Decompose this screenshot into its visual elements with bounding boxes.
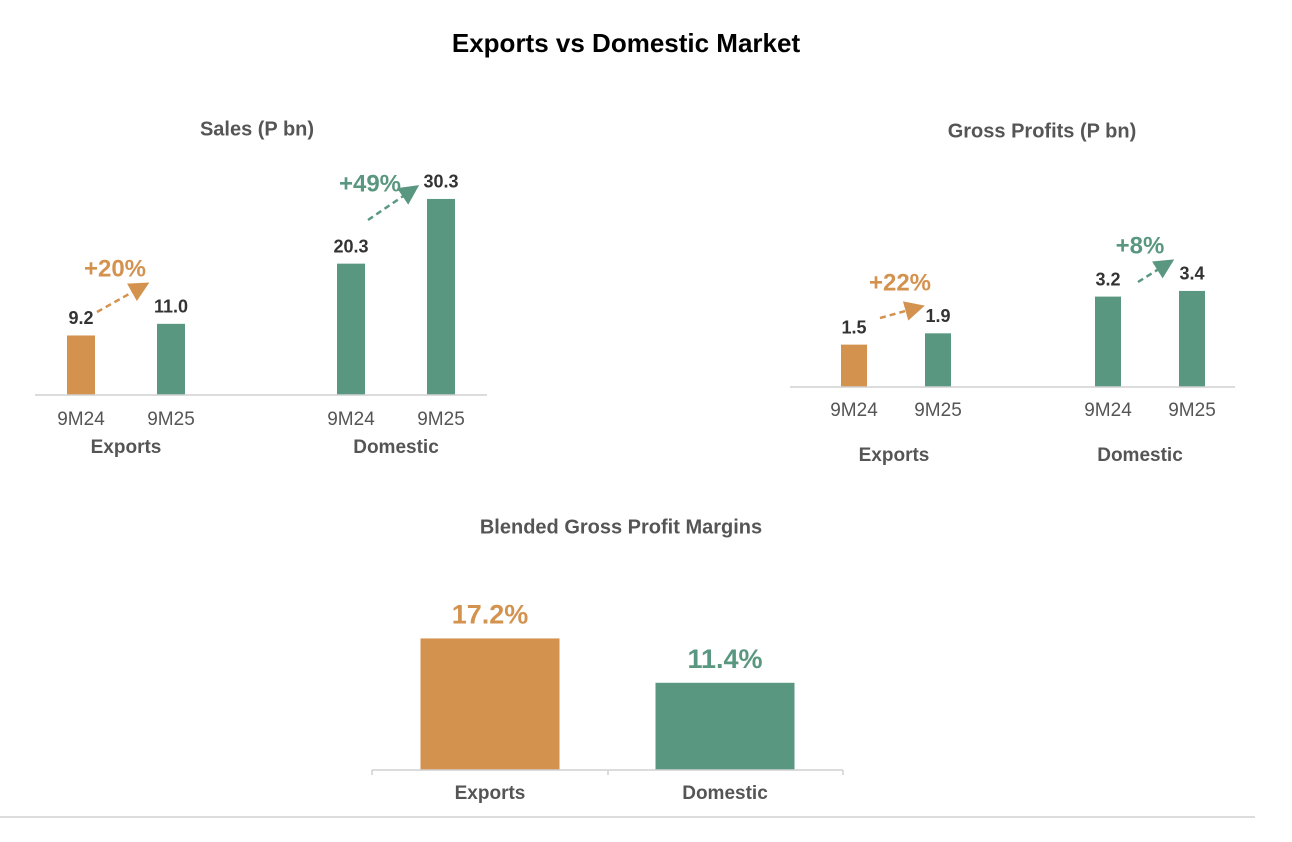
value-label: 1.5	[841, 317, 866, 337]
value-label: 1.9	[925, 306, 950, 326]
chart-title: Blended Gross Profit Margins	[480, 516, 762, 538]
bar	[1179, 290, 1205, 387]
x-tick-label: 9M25	[147, 409, 195, 430]
value-label: 30.3	[423, 172, 458, 192]
bar	[67, 335, 95, 395]
x-tick-label: 9M24	[327, 409, 375, 430]
value-label: 17.2%	[452, 600, 529, 630]
bar	[1095, 296, 1121, 387]
bar	[427, 198, 455, 395]
value-label: 11.0	[154, 297, 188, 317]
chart-title: Gross Profits (P bn)	[948, 120, 1137, 142]
bar	[337, 263, 365, 395]
value-label: 3.2	[1095, 269, 1120, 289]
group-label: Exports	[91, 437, 162, 458]
bar	[420, 638, 560, 770]
growth-annotation: +8%	[1116, 232, 1165, 259]
x-tick-label: 9M24	[1084, 400, 1132, 421]
x-tick-label: Domestic	[682, 783, 768, 804]
bar	[157, 323, 185, 395]
x-tick-label: Exports	[455, 783, 526, 804]
value-label: 3.4	[1179, 264, 1204, 284]
value-label: 20.3	[333, 236, 368, 256]
chart-title: Sales (P bn)	[200, 118, 314, 140]
growth-annotation: +49%	[339, 170, 401, 197]
bar	[841, 344, 867, 387]
x-tick-label: 9M24	[57, 409, 105, 430]
growth-annotation: +22%	[869, 269, 931, 296]
value-label: 11.4%	[687, 644, 762, 674]
growth-arrow	[1137, 259, 1175, 284]
page-title: Exports vs Domestic Market	[452, 28, 801, 58]
group-label: Exports	[859, 445, 930, 466]
x-tick-label: 9M24	[830, 400, 878, 421]
x-tick-label: 9M25	[914, 400, 962, 421]
growth-arrow	[96, 282, 150, 314]
value-label: 9.2	[68, 308, 93, 328]
group-label: Domestic	[1097, 445, 1183, 466]
growth-annotation: +20%	[84, 255, 146, 282]
x-tick-label: 9M25	[417, 409, 465, 430]
x-tick-label: 9M25	[1168, 400, 1216, 421]
growth-arrow	[879, 301, 925, 321]
bar	[655, 682, 795, 770]
bar	[925, 333, 951, 387]
group-label: Domestic	[353, 437, 439, 458]
